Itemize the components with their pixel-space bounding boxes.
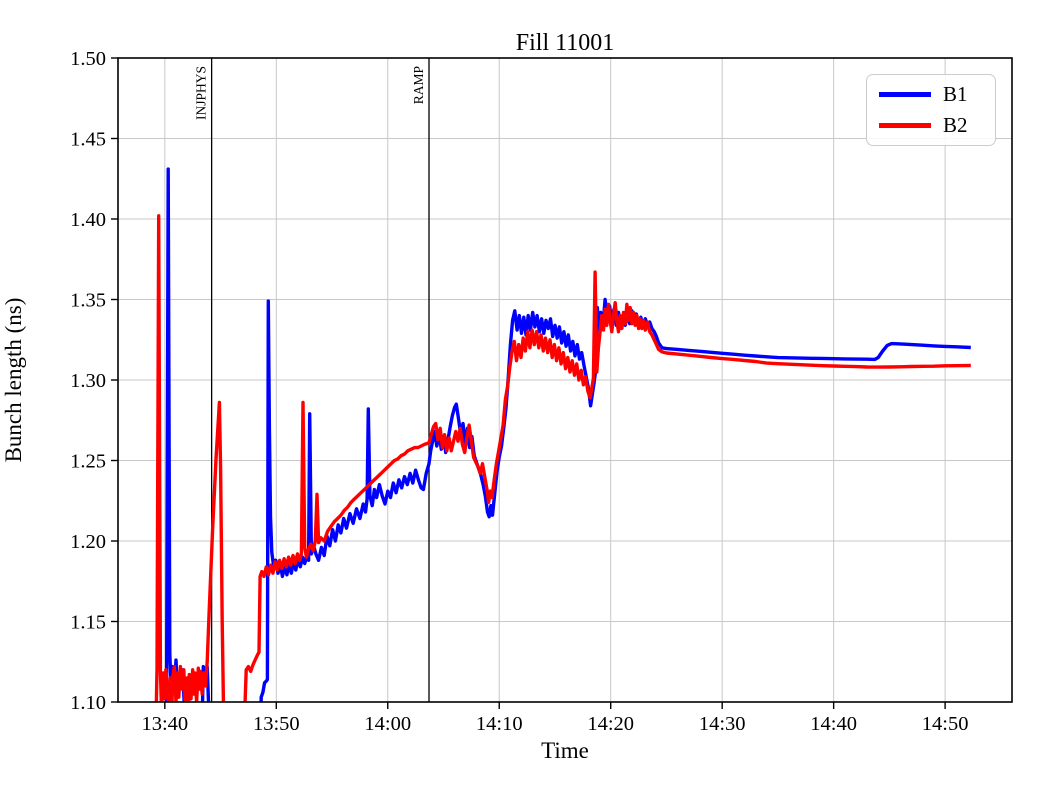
x-tick-label: 13:50 xyxy=(253,713,300,735)
legend-label-b2: B2 xyxy=(943,113,968,137)
x-tick-label: 14:30 xyxy=(699,713,746,735)
y-tick-label: 1.40 xyxy=(70,209,106,231)
y-tick-label: 1.15 xyxy=(70,612,106,634)
series-line-B2 xyxy=(154,214,971,702)
legend-item-b2: B2 xyxy=(879,115,983,136)
x-tick-label: 14:10 xyxy=(476,713,523,735)
x-tick-label: 14:50 xyxy=(922,713,969,735)
legend: B1 B2 xyxy=(866,74,996,146)
y-tick-label: 1.45 xyxy=(70,129,106,151)
y-tick-label: 1.50 xyxy=(70,48,106,70)
y-tick-label: 1.30 xyxy=(70,370,106,392)
y-tick-label: 1.10 xyxy=(70,692,106,714)
legend-label-b1: B1 xyxy=(943,82,968,106)
y-axis-label: Bunch length (ns) xyxy=(1,297,26,463)
chart-title: Fill 11001 xyxy=(515,30,615,56)
b2-line-swatch xyxy=(879,123,931,128)
b1-line-swatch xyxy=(879,92,931,97)
x-tick-label: 14:40 xyxy=(810,713,857,735)
x-axis-label: Time xyxy=(541,738,589,763)
event-label-INJPHYS: INJPHYS xyxy=(194,66,209,120)
y-tick-label: 1.35 xyxy=(70,290,106,312)
event-label-RAMP: RAMP xyxy=(411,66,426,104)
y-tick-label: 1.20 xyxy=(70,531,106,553)
x-tick-label: 14:20 xyxy=(587,713,634,735)
legend-item-b1: B1 xyxy=(879,84,983,105)
y-tick-label: 1.25 xyxy=(70,451,106,473)
x-tick-label: 13:40 xyxy=(141,713,188,735)
x-tick-label: 14:00 xyxy=(364,713,411,735)
